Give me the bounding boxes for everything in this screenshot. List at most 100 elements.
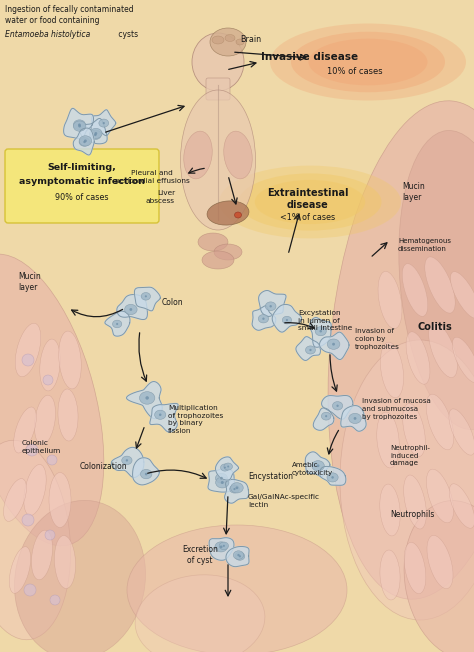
Ellipse shape [332, 402, 343, 410]
Ellipse shape [227, 466, 229, 467]
Ellipse shape [22, 354, 34, 366]
Ellipse shape [43, 375, 53, 385]
Ellipse shape [79, 138, 90, 146]
Polygon shape [252, 306, 276, 331]
Ellipse shape [55, 535, 75, 589]
Ellipse shape [224, 463, 232, 470]
Ellipse shape [94, 132, 97, 135]
Text: Colon: Colon [162, 298, 183, 307]
Ellipse shape [236, 486, 238, 489]
Polygon shape [111, 447, 144, 477]
Ellipse shape [47, 455, 57, 465]
Ellipse shape [269, 305, 272, 308]
Ellipse shape [215, 473, 228, 483]
Ellipse shape [181, 90, 255, 230]
Ellipse shape [332, 343, 335, 346]
Text: Hematogenous
dissemination: Hematogenous dissemination [398, 238, 451, 252]
Text: 90% of cases: 90% of cases [55, 193, 109, 202]
Ellipse shape [116, 323, 118, 325]
Ellipse shape [145, 295, 147, 297]
Text: cysts: cysts [116, 30, 138, 39]
Ellipse shape [315, 327, 326, 336]
Text: Colitis: Colitis [418, 322, 452, 332]
Ellipse shape [122, 456, 132, 465]
Ellipse shape [312, 460, 324, 471]
Ellipse shape [270, 23, 466, 100]
Ellipse shape [49, 473, 71, 527]
Ellipse shape [450, 272, 474, 318]
Ellipse shape [235, 552, 245, 560]
Ellipse shape [141, 293, 150, 300]
Polygon shape [105, 311, 130, 336]
Ellipse shape [59, 331, 81, 389]
Ellipse shape [24, 584, 36, 596]
Ellipse shape [378, 271, 402, 329]
Ellipse shape [221, 481, 224, 484]
Ellipse shape [286, 319, 288, 321]
Ellipse shape [403, 404, 425, 456]
Ellipse shape [377, 412, 399, 468]
Ellipse shape [146, 396, 149, 400]
Polygon shape [341, 406, 366, 431]
Text: Mucin
layer: Mucin layer [402, 182, 425, 203]
Ellipse shape [15, 323, 41, 377]
Ellipse shape [220, 477, 223, 480]
Ellipse shape [381, 342, 403, 398]
Ellipse shape [15, 501, 146, 652]
Ellipse shape [404, 475, 426, 529]
Ellipse shape [233, 488, 236, 490]
Polygon shape [150, 404, 178, 432]
Ellipse shape [220, 464, 229, 471]
Ellipse shape [283, 316, 292, 324]
Text: Ingestion of fecally contaminated
water or food containing: Ingestion of fecally contaminated water … [5, 5, 134, 25]
Ellipse shape [427, 469, 454, 523]
Ellipse shape [35, 395, 55, 445]
Ellipse shape [50, 595, 60, 605]
Ellipse shape [235, 212, 241, 218]
Ellipse shape [449, 409, 474, 455]
Polygon shape [80, 119, 107, 144]
Ellipse shape [404, 501, 474, 652]
Ellipse shape [225, 35, 235, 42]
Text: disease: disease [287, 200, 329, 210]
Ellipse shape [214, 244, 242, 260]
Ellipse shape [426, 394, 454, 450]
Ellipse shape [90, 128, 102, 138]
Ellipse shape [212, 36, 224, 44]
Text: Multiplication
of trophozoites
by binary
fission: Multiplication of trophozoites by binary… [168, 405, 223, 434]
Ellipse shape [184, 131, 212, 179]
Ellipse shape [31, 530, 53, 580]
Polygon shape [91, 110, 116, 136]
Ellipse shape [220, 546, 222, 548]
FancyBboxPatch shape [206, 78, 230, 100]
Ellipse shape [126, 459, 128, 462]
Ellipse shape [112, 320, 122, 328]
Ellipse shape [78, 125, 81, 128]
Ellipse shape [328, 101, 474, 599]
Ellipse shape [224, 467, 226, 469]
Polygon shape [321, 396, 353, 419]
Polygon shape [208, 469, 235, 492]
Ellipse shape [291, 32, 445, 92]
Ellipse shape [349, 413, 361, 424]
Polygon shape [73, 128, 94, 155]
Text: Neutrophil-
induced
damage: Neutrophil- induced damage [390, 445, 430, 466]
Text: Invasive disease: Invasive disease [262, 52, 358, 62]
Ellipse shape [202, 251, 234, 269]
Ellipse shape [4, 479, 27, 522]
Ellipse shape [258, 314, 269, 323]
Ellipse shape [262, 318, 264, 320]
Text: Neutrophils: Neutrophils [390, 510, 434, 519]
Ellipse shape [428, 323, 457, 378]
Text: Pleural and
pericardial effusions: Pleural and pericardial effusions [115, 170, 190, 184]
Ellipse shape [223, 545, 225, 547]
Text: Encystation: Encystation [248, 472, 293, 481]
Polygon shape [272, 304, 301, 332]
Text: asymptomatic infection: asymptomatic infection [19, 177, 145, 186]
Text: Entamoeba histolytica: Entamoeba histolytica [5, 30, 90, 39]
Ellipse shape [58, 389, 78, 441]
Ellipse shape [309, 38, 428, 85]
Ellipse shape [406, 332, 430, 384]
Polygon shape [225, 479, 248, 503]
Text: Excretion
of cyst: Excretion of cyst [182, 545, 218, 565]
